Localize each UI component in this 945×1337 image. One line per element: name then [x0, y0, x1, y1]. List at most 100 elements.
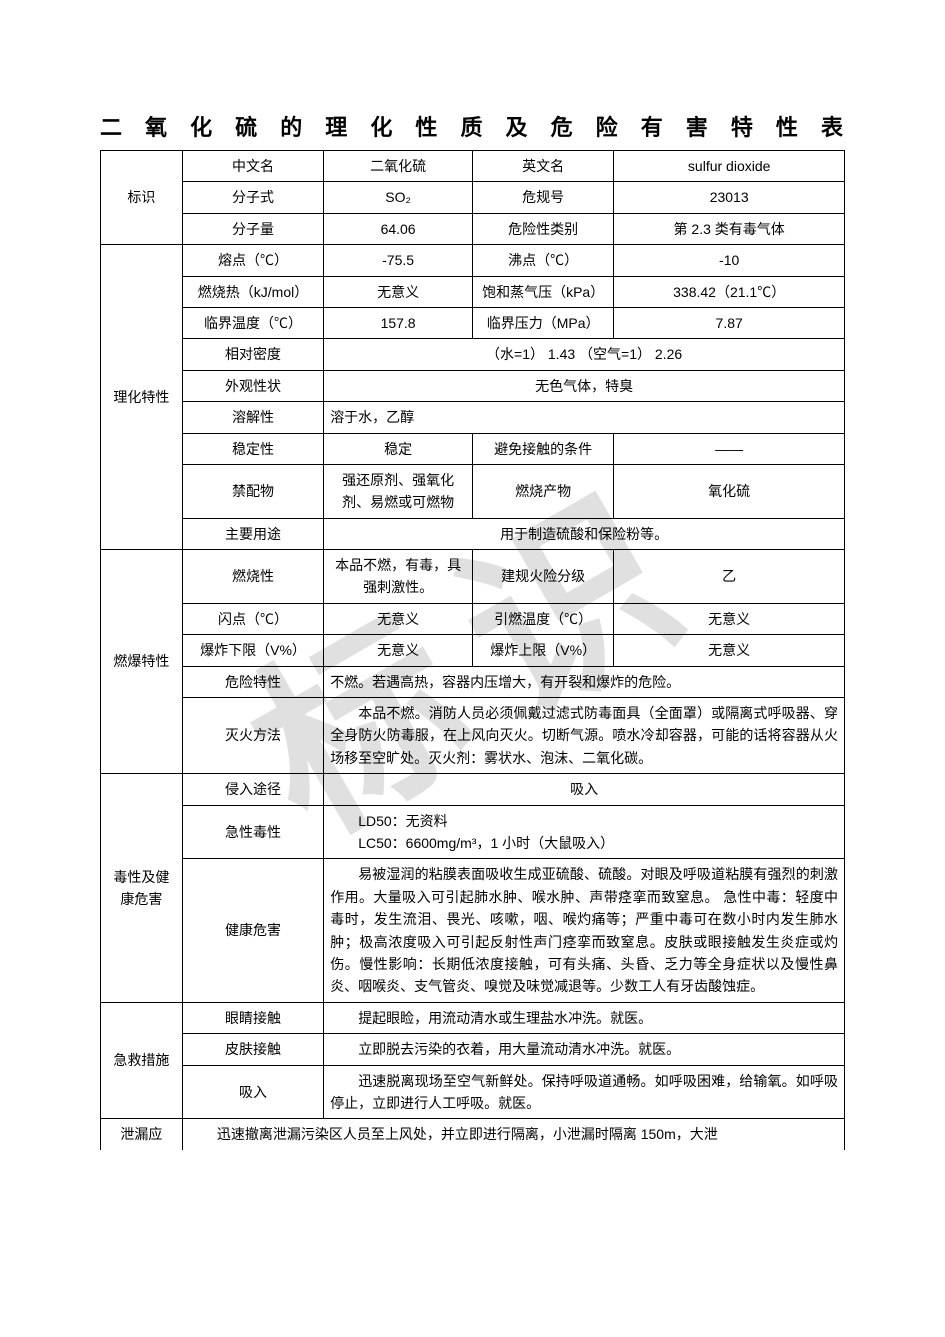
value: 立即脱去污染的衣着，用大量流动清水冲洗。就医。: [324, 1034, 845, 1065]
label: 稳定性: [182, 433, 323, 464]
label: 相对密度: [182, 339, 323, 370]
label: 分子量: [182, 213, 323, 244]
label: 沸点（℃）: [472, 245, 613, 276]
section-phys: 理化特性: [101, 245, 183, 550]
value: 64.06: [324, 213, 473, 244]
value: 用于制造硫酸和保险粉等。: [324, 518, 845, 549]
value: SO₂: [324, 182, 473, 213]
table-row: 急性毒性 LD50：无资料 LC50：6600mg/m³，1 小时（大鼠吸入）: [101, 805, 845, 859]
table-row: 溶解性 溶于水，乙醇: [101, 402, 845, 433]
value: -10: [614, 245, 845, 276]
label: 急性毒性: [182, 805, 323, 859]
label: 眼睛接触: [182, 1002, 323, 1033]
table-row: 临界温度（℃） 157.8 临界压力（MPa） 7.87: [101, 307, 845, 338]
value: 强还原剂、强氧化剂、易燃或可燃物: [324, 464, 473, 518]
label: 建规火险分级: [472, 550, 613, 604]
acute-lc50: LC50：6600mg/m³，1 小时（大鼠吸入）: [330, 832, 838, 854]
value: 迅速脱离现场至空气新鲜处。保持呼吸道通畅。如呼吸困难，给输氧。如呼吸停止，立即进…: [324, 1065, 845, 1119]
label: 主要用途: [182, 518, 323, 549]
value: 无色气体，特臭: [324, 370, 845, 401]
value: -75.5: [324, 245, 473, 276]
label: 健康危害: [182, 859, 323, 1002]
value: 吸入: [324, 774, 845, 805]
section-leak: 泄漏应: [101, 1119, 183, 1150]
value: 338.42（21.1℃）: [614, 276, 845, 307]
value: 7.87: [614, 307, 845, 338]
section-tox: 毒性及健康危害: [101, 774, 183, 1003]
section-explo: 燃爆特性: [101, 550, 183, 774]
value: sulfur dioxide: [614, 151, 845, 182]
label: 吸入: [182, 1065, 323, 1119]
value: ——: [614, 433, 845, 464]
label: 临界压力（MPa）: [472, 307, 613, 338]
value: 乙: [614, 550, 845, 604]
table-row: 燃爆特性 燃烧性 本品不燃，有毒，具强刺激性。 建规火险分级 乙: [101, 550, 845, 604]
value: 稳定: [324, 433, 473, 464]
label: 皮肤接触: [182, 1034, 323, 1065]
acute-ld50: LD50：无资料: [330, 810, 838, 832]
value: 157.8: [324, 307, 473, 338]
label: 爆炸上限（V%）: [472, 635, 613, 666]
value: 不燃。若遇高热，容器内压增大，有开裂和爆炸的危险。: [324, 666, 845, 697]
value: 易被湿润的粘膜表面吸收生成亚硫酸、硫酸。对眼及呼吸道粘膜有强烈的刺激作用。大量吸…: [324, 859, 845, 1002]
value: 23013: [614, 182, 845, 213]
label: 燃烧热（kJ/mol）: [182, 276, 323, 307]
table-row: 分子量 64.06 危险性类别 第 2.3 类有毒气体: [101, 213, 845, 244]
value: 本品不燃。消防人员必须佩戴过滤式防毒面具（全面罩）或隔离式呼吸器、穿全身防火防毒…: [324, 698, 845, 774]
label: 危险特性: [182, 666, 323, 697]
label: 爆炸下限（V%）: [182, 635, 323, 666]
table-row: 闪点（℃） 无意义 引燃温度（℃） 无意义: [101, 603, 845, 634]
label: 饱和蒸气压（kPa）: [472, 276, 613, 307]
label: 引燃温度（℃）: [472, 603, 613, 634]
label: 灭火方法: [182, 698, 323, 774]
table-row: 外观性状 无色气体，特臭: [101, 370, 845, 401]
value: （水=1） 1.43 （空气=1） 2.26: [324, 339, 845, 370]
value: 本品不燃，有毒，具强刺激性。: [324, 550, 473, 604]
table-row: 泄漏应 迅速撤离泄漏污染区人员至上风处，并立即进行隔离，小泄漏时隔离 150m，…: [101, 1119, 845, 1150]
table-row: 急救措施 眼睛接触 提起眼睑，用流动清水或生理盐水冲洗。就医。: [101, 1002, 845, 1033]
label: 中文名: [182, 151, 323, 182]
label: 分子式: [182, 182, 323, 213]
label: 禁配物: [182, 464, 323, 518]
label: 燃烧产物: [472, 464, 613, 518]
table-row: 危险特性 不燃。若遇高热，容器内压增大，有开裂和爆炸的危险。: [101, 666, 845, 697]
label: 危险性类别: [472, 213, 613, 244]
label: 熔点（℃）: [182, 245, 323, 276]
table-row: 主要用途 用于制造硫酸和保险粉等。: [101, 518, 845, 549]
table-row: 分子式 SO₂ 危规号 23013: [101, 182, 845, 213]
table-row: 燃烧热（kJ/mol） 无意义 饱和蒸气压（kPa） 338.42（21.1℃）: [101, 276, 845, 307]
table-row: 相对密度 （水=1） 1.43 （空气=1） 2.26: [101, 339, 845, 370]
label: 外观性状: [182, 370, 323, 401]
table-row: 灭火方法 本品不燃。消防人员必须佩戴过滤式防毒面具（全面罩）或隔离式呼吸器、穿全…: [101, 698, 845, 774]
table-row: 毒性及健康危害 侵入途径 吸入: [101, 774, 845, 805]
table-row: 吸入 迅速脱离现场至空气新鲜处。保持呼吸道通畅。如呼吸困难，给输氧。如呼吸停止，…: [101, 1065, 845, 1119]
table-row: 标识 中文名 二氧化硫 英文名 sulfur dioxide: [101, 151, 845, 182]
label: 燃烧性: [182, 550, 323, 604]
label: 侵入途径: [182, 774, 323, 805]
value: LD50：无资料 LC50：6600mg/m³，1 小时（大鼠吸入）: [324, 805, 845, 859]
value: 无意义: [324, 276, 473, 307]
value: 无意义: [614, 635, 845, 666]
value: 无意义: [324, 635, 473, 666]
section-identity: 标识: [101, 151, 183, 245]
value: 氧化硫: [614, 464, 845, 518]
value: 第 2.3 类有毒气体: [614, 213, 845, 244]
page-title: 二氧化硫的理化性质及危险有害特性表: [100, 110, 845, 142]
label: 溶解性: [182, 402, 323, 433]
table-row: 禁配物 强还原剂、强氧化剂、易燃或可燃物 燃烧产物 氧化硫: [101, 464, 845, 518]
table-row: 健康危害 易被湿润的粘膜表面吸收生成亚硫酸、硫酸。对眼及呼吸道粘膜有强烈的刺激作…: [101, 859, 845, 1002]
label: 危规号: [472, 182, 613, 213]
value: 二氧化硫: [324, 151, 473, 182]
msds-table: 标识 中文名 二氧化硫 英文名 sulfur dioxide 分子式 SO₂ 危…: [100, 150, 845, 1150]
value: 溶于水，乙醇: [324, 402, 845, 433]
label: 闪点（℃）: [182, 603, 323, 634]
table-row: 稳定性 稳定 避免接触的条件 ——: [101, 433, 845, 464]
value: 无意义: [324, 603, 473, 634]
value: 迅速撤离泄漏污染区人员至上风处，并立即进行隔离，小泄漏时隔离 150m，大泄: [182, 1119, 844, 1150]
label: 避免接触的条件: [472, 433, 613, 464]
section-aid: 急救措施: [101, 1002, 183, 1119]
table-row: 爆炸下限（V%） 无意义 爆炸上限（V%） 无意义: [101, 635, 845, 666]
label: 临界温度（℃）: [182, 307, 323, 338]
table-row: 理化特性 熔点（℃） -75.5 沸点（℃） -10: [101, 245, 845, 276]
value: 提起眼睑，用流动清水或生理盐水冲洗。就医。: [324, 1002, 845, 1033]
